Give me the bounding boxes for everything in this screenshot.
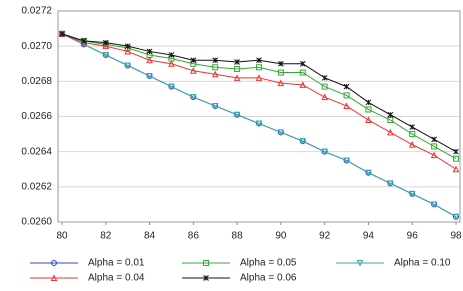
- marker: [343, 102, 350, 109]
- marker: [343, 83, 350, 90]
- marker: [321, 148, 328, 156]
- y-tick-label: 0.0260: [21, 217, 52, 228]
- y-tick-label: 0.0268: [21, 76, 52, 87]
- marker: [233, 74, 241, 81]
- marker: [190, 57, 197, 64]
- marker: [256, 64, 262, 71]
- series-line: [61, 33, 457, 153]
- marker: [255, 120, 263, 128]
- legend-marker: [356, 260, 364, 267]
- y-tick-label: 0.0264: [21, 146, 52, 157]
- marker: [321, 93, 328, 101]
- marker: [299, 69, 306, 76]
- marker: [234, 66, 241, 73]
- marker: [408, 141, 416, 148]
- marker: [212, 57, 219, 64]
- legend-label: Alpha = 0.01: [88, 258, 145, 269]
- x-tick-label: 94: [363, 231, 375, 242]
- marker: [299, 138, 307, 145]
- legend-marker: [50, 274, 58, 281]
- marker: [277, 79, 285, 87]
- marker: [146, 73, 153, 80]
- marker: [365, 99, 372, 106]
- y-tick-label: 0.0270: [21, 41, 52, 52]
- marker: [124, 43, 131, 50]
- x-tick-label: 82: [100, 231, 112, 242]
- marker: [409, 124, 416, 130]
- series-line: [61, 33, 457, 160]
- marker: [212, 64, 219, 71]
- marker: [59, 31, 65, 37]
- plot-frame: [57, 10, 461, 223]
- marker: [387, 117, 394, 124]
- marker: [453, 155, 459, 162]
- x-tick-label: 86: [188, 231, 200, 242]
- marker: [343, 92, 350, 99]
- legend-marker: [203, 275, 209, 281]
- marker: [452, 213, 460, 221]
- marker: [146, 56, 153, 64]
- marker: [168, 60, 175, 67]
- marker: [211, 70, 219, 78]
- marker: [102, 51, 110, 59]
- marker: [81, 38, 87, 44]
- marker: [277, 129, 285, 136]
- marker: [190, 94, 197, 101]
- y-tick-label: 0.0262: [21, 181, 52, 192]
- marker: [277, 69, 284, 76]
- marker: [102, 42, 110, 50]
- marker: [430, 201, 438, 209]
- marker: [321, 74, 328, 81]
- marker: [278, 60, 284, 67]
- marker: [211, 102, 219, 110]
- x-tick-label: 96: [407, 231, 419, 242]
- series-line: [61, 33, 457, 218]
- marker: [190, 67, 197, 74]
- y-tick-label: 0.0266: [21, 111, 52, 122]
- legend-marker: [51, 260, 57, 266]
- legend-label: Alpha = 0.10: [394, 258, 451, 269]
- marker: [124, 62, 131, 70]
- marker: [124, 47, 131, 55]
- marker: [365, 169, 372, 177]
- marker: [299, 60, 306, 67]
- y-tick-label: 0.0272: [21, 6, 52, 17]
- marker: [408, 190, 416, 198]
- marker: [431, 136, 437, 143]
- marker: [255, 74, 263, 81]
- marker: [387, 128, 394, 136]
- marker: [387, 111, 394, 118]
- marker: [168, 52, 175, 58]
- marker: [452, 165, 460, 173]
- legend-label: Alpha = 0.04: [88, 273, 145, 284]
- x-tick-label: 80: [56, 231, 68, 242]
- x-tick-label: 84: [144, 231, 156, 242]
- marker: [431, 143, 438, 150]
- marker: [430, 151, 438, 159]
- legend-label: Alpha = 0.06: [240, 273, 297, 284]
- x-tick-label: 88: [232, 231, 244, 242]
- marker: [321, 83, 328, 90]
- marker: [409, 131, 416, 138]
- x-tick-label: 98: [450, 231, 462, 242]
- marker: [453, 148, 459, 155]
- x-tick-label: 92: [319, 231, 331, 242]
- series-line: [61, 33, 457, 170]
- marker: [256, 57, 262, 64]
- marker: [365, 106, 372, 113]
- legend-label: Alpha = 0.05: [240, 258, 297, 269]
- marker: [233, 111, 241, 119]
- marker: [299, 81, 307, 88]
- marker: [365, 116, 372, 124]
- x-tick-label: 90: [275, 231, 287, 242]
- marker: [102, 39, 109, 46]
- marker: [234, 59, 240, 65]
- marker: [343, 157, 350, 165]
- marker: [146, 48, 153, 55]
- marker: [387, 180, 394, 187]
- marker: [168, 83, 175, 91]
- legend-marker: [203, 260, 209, 266]
